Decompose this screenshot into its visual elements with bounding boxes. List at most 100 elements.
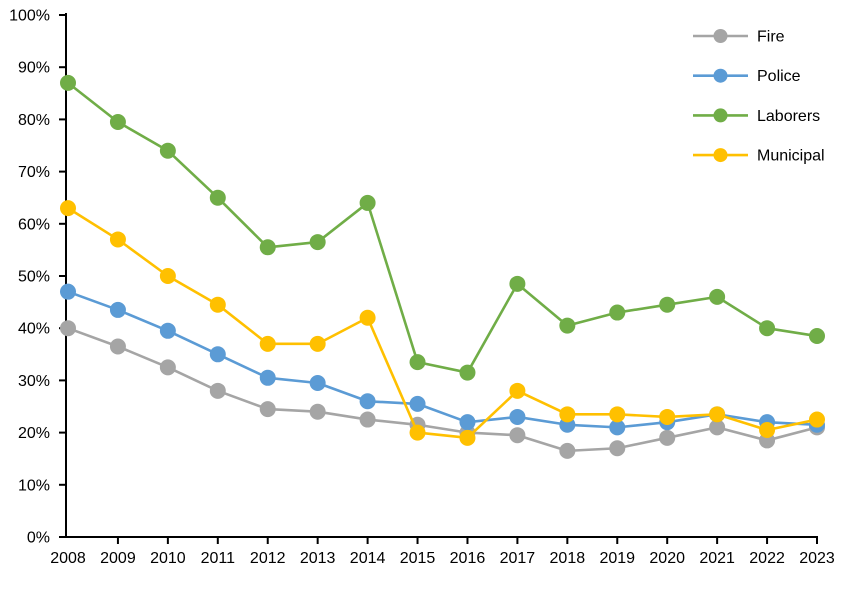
series-point-laborers-2017 xyxy=(509,275,526,292)
series-point-municipal-2010 xyxy=(159,268,176,284)
x-axis-label: 2014 xyxy=(350,550,386,567)
series-point-municipal-2013 xyxy=(309,335,326,352)
series-point-laborers-2015 xyxy=(409,354,426,371)
series-point-municipal-2020 xyxy=(659,408,676,425)
series-point-municipal-2018 xyxy=(559,406,576,423)
series-point-police-2012 xyxy=(259,369,276,386)
series-point-laborers-2021 xyxy=(709,288,726,305)
y-tick-label: 100% xyxy=(9,8,50,25)
series-point-laborers-2011 xyxy=(209,189,226,206)
series-point-laborers-2023 xyxy=(809,328,825,345)
x-axis-label: 2013 xyxy=(300,550,336,567)
series-point-municipal-2015 xyxy=(409,424,426,441)
x-axis-label: 2019 xyxy=(599,550,635,567)
series-point-municipal-2017 xyxy=(509,382,526,399)
series-point-laborers-2012 xyxy=(259,239,276,256)
legend-item-police: Police xyxy=(693,68,801,85)
x-axis-label: 2022 xyxy=(749,550,785,567)
series-line-municipal xyxy=(66,206,819,440)
y-tick-label: 40% xyxy=(18,321,50,338)
series-point-fire-2014 xyxy=(359,411,376,428)
x-axis-label: 2021 xyxy=(699,550,735,567)
series-line-laborers xyxy=(66,81,819,374)
series-point-municipal-2008 xyxy=(60,200,76,217)
x-axis-label: 2023 xyxy=(799,550,835,567)
series-point-laborers-2014 xyxy=(359,194,376,211)
y-tick-label: 0% xyxy=(27,530,50,547)
legend-item-municipal: Municipal xyxy=(693,148,825,165)
series-point-police-2016 xyxy=(459,414,476,431)
series-point-laborers-2016 xyxy=(459,364,476,381)
series-point-municipal-2023 xyxy=(809,411,825,428)
series-point-laborers-2020 xyxy=(659,296,676,313)
series-point-fire-2008 xyxy=(60,320,76,337)
x-axis-label: 2020 xyxy=(649,550,685,567)
series-point-fire-2010 xyxy=(159,359,176,376)
series-point-laborers-2022 xyxy=(759,320,776,337)
series-point-police-2008 xyxy=(60,283,76,300)
series-point-laborers-2018 xyxy=(559,317,576,334)
x-axis-label: 2018 xyxy=(550,550,586,567)
x-axis-label: 2012 xyxy=(250,550,286,567)
series-point-laborers-2008 xyxy=(60,74,76,91)
series-point-police-2014 xyxy=(359,393,376,410)
x-axis-label: 2009 xyxy=(100,550,136,567)
series-point-police-2010 xyxy=(159,322,176,339)
y-tick-label: 30% xyxy=(18,373,50,390)
x-axis-label: 2011 xyxy=(201,550,236,567)
series-point-police-2017 xyxy=(509,408,526,425)
x-axis-label: 2016 xyxy=(450,550,486,567)
legend-label-fire: Fire xyxy=(757,29,785,46)
series-point-laborers-2010 xyxy=(159,142,176,159)
series-line-fire xyxy=(66,326,819,453)
y-tick-label: 20% xyxy=(18,425,50,442)
series-point-fire-2011 xyxy=(209,382,226,399)
y-tick-label: 90% xyxy=(18,60,50,77)
series-point-fire-2017 xyxy=(509,427,526,444)
series-point-fire-2013 xyxy=(309,403,326,420)
series-point-police-2009 xyxy=(109,301,126,318)
legend-item-laborers: Laborers xyxy=(693,108,820,125)
series-line-police xyxy=(66,290,819,429)
series-point-police-2019 xyxy=(609,419,626,436)
series-point-municipal-2021 xyxy=(709,406,726,423)
series-point-fire-2020 xyxy=(659,429,676,446)
y-tick-label: 60% xyxy=(18,216,50,233)
y-tick-label: 10% xyxy=(18,477,50,494)
series-point-laborers-2009 xyxy=(109,114,126,131)
legend-item-fire: Fire xyxy=(693,29,785,46)
series-point-fire-2012 xyxy=(259,401,276,418)
x-axis-label: 2015 xyxy=(400,550,436,567)
series-point-municipal-2016 xyxy=(459,429,476,446)
series-point-fire-2019 xyxy=(609,440,626,457)
series-point-fire-2009 xyxy=(109,338,126,355)
y-tick-label: 50% xyxy=(18,269,50,286)
series-point-municipal-2022 xyxy=(759,421,776,438)
legend-label-police: Police xyxy=(757,68,801,85)
series-point-municipal-2014 xyxy=(359,309,376,326)
x-axis-label: 2017 xyxy=(500,550,536,567)
series-point-municipal-2012 xyxy=(259,335,276,352)
legend-marker-laborers xyxy=(713,108,728,123)
series-point-municipal-2011 xyxy=(209,296,226,313)
series-point-police-2015 xyxy=(409,395,426,412)
series-point-municipal-2009 xyxy=(109,231,126,248)
series-point-police-2013 xyxy=(309,375,326,392)
x-axis-label: 2010 xyxy=(150,550,186,567)
series-point-laborers-2019 xyxy=(609,304,626,321)
y-tick-label: 80% xyxy=(18,112,50,129)
series-point-fire-2018 xyxy=(559,442,576,459)
series-point-laborers-2013 xyxy=(309,234,326,251)
legend-label-municipal: Municipal xyxy=(757,148,825,165)
legend-marker-municipal xyxy=(713,148,728,163)
legend-marker-fire xyxy=(713,29,728,43)
series-point-police-2011 xyxy=(209,346,226,363)
legend-label-laborers: Laborers xyxy=(757,108,820,125)
legend-marker-police xyxy=(713,68,728,83)
series-point-municipal-2019 xyxy=(609,406,626,423)
series-point-fire-2021 xyxy=(709,419,726,436)
y-tick-label: 70% xyxy=(18,164,50,181)
x-axis-label: 2008 xyxy=(50,550,86,567)
